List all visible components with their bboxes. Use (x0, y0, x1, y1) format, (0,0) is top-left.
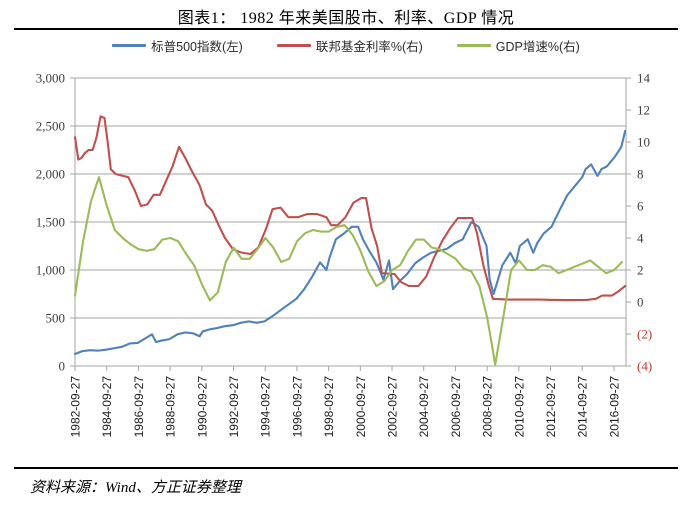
legend-item-1: 标普500指数(左) (112, 36, 243, 55)
right-axis-tick-label: 12 (637, 103, 650, 118)
source-note: 资料来源：Wind、方正证券整理 (30, 480, 241, 496)
left-axis-tick-label: 2,000 (36, 167, 65, 182)
x-axis-tick-label: 2010-09-27 (512, 376, 526, 438)
x-axis-tick-label: 2016-09-27 (607, 376, 621, 438)
legend-item-3: GDP增速%(右) (456, 36, 580, 55)
x-axis-tick-label: 1986-09-27 (132, 376, 146, 438)
left-axis-tick-label: 1,000 (36, 263, 65, 278)
x-axis-tick-label: 1994-09-27 (259, 376, 273, 438)
x-axis-tick-label: 2006-09-27 (449, 376, 463, 438)
x-axis-tick-label: 2012-09-27 (544, 376, 558, 438)
line-swatch (456, 44, 491, 47)
x-axis-tick-label: 1996-09-27 (290, 376, 304, 438)
right-axis-tick-label: 4 (637, 231, 644, 246)
line-swatch (112, 44, 147, 47)
x-axis-tick-label: 1990-09-27 (195, 376, 209, 438)
x-axis-tick-label: 2002-09-27 (386, 376, 400, 438)
x-axis-tick-label: 1984-09-27 (100, 376, 114, 438)
line-swatch (276, 44, 311, 47)
series-line-2 (73, 115, 627, 302)
right-axis-tick-label: 6 (637, 199, 644, 214)
x-axis-tick-label: 1992-09-27 (227, 376, 241, 438)
footer-divider (14, 467, 678, 469)
x-axis-tick-label: 2008-09-27 (481, 376, 495, 438)
legend-item-2: 联邦基金利率%(右) (276, 36, 423, 55)
x-axis-tick-label: 1982-09-27 (69, 376, 83, 438)
title-divider-top (14, 28, 678, 30)
right-axis-tick-label: (2) (637, 327, 652, 342)
x-axis-tick-label: 1998-09-27 (322, 376, 336, 438)
x-axis-tick-label: 1988-09-27 (164, 376, 178, 438)
right-axis-tick-label: 0 (637, 295, 644, 310)
page-title: 图表1： 1982 年来美国股市、利率、GDP 情况 (177, 10, 515, 27)
right-axis-tick-label: 10 (637, 135, 650, 150)
chart-svg: 0 500 1,000 1,500 2,000 2,500 3,000 (4) (2) 0 2 4 6 8… (36, 71, 652, 438)
left-axis-tick-label: 2,500 (36, 119, 65, 134)
chart-plot-area: 0 500 1,000 1,500 2,000 2,500 3,000 (4) (2) 0 2 4 6 8… (0, 62, 692, 462)
right-axis-tick-label: (4) (637, 359, 652, 374)
right-axis-tick-label: 2 (637, 263, 644, 278)
chart-legend: 标普500指数(左) 联邦基金利率%(右) GDP增速%(右) (0, 36, 692, 55)
right-axis-tick-label: 8 (637, 167, 644, 182)
left-axis-tick-label: 0 (59, 359, 66, 374)
left-axis-tick-label: 1,500 (36, 215, 65, 230)
series-line-1 (73, 129, 627, 356)
figure-title-row: 图表1： 1982 年来美国股市、利率、GDP 情况 (0, 4, 692, 28)
x-axis-tick-label: 2000-09-27 (354, 376, 368, 438)
right-axis-tick-label: 14 (637, 71, 651, 86)
legend-label: GDP增速%(右) (495, 40, 580, 54)
x-axis-tick-label: 2014-09-27 (576, 376, 590, 438)
legend-label: 联邦基金利率%(右) (315, 40, 423, 54)
series-line-3 (73, 176, 624, 366)
left-axis-tick-label: 500 (46, 311, 66, 326)
legend-label: 标普500指数(左) (151, 40, 243, 54)
x-axis-tick-label: 2004-09-27 (417, 376, 431, 438)
left-axis-tick-label: 3,000 (36, 71, 65, 86)
